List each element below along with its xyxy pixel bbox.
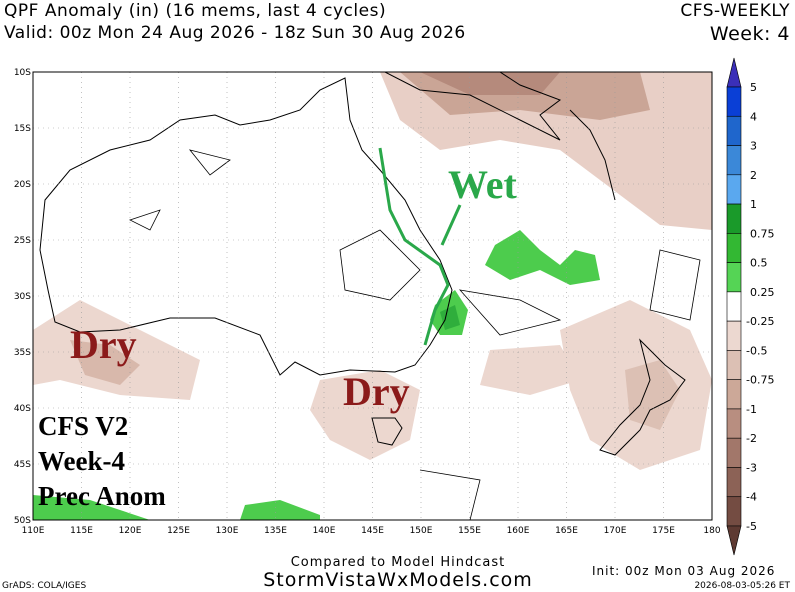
lon-label: 180	[703, 526, 720, 536]
lon-label: 145E	[361, 526, 384, 536]
lon-label: 115E	[70, 526, 93, 536]
colorbar-swatch	[726, 350, 742, 380]
colorbar-swatch	[726, 174, 742, 205]
grid	[33, 72, 712, 520]
contour	[128, 149, 701, 520]
wet-shade	[240, 500, 320, 520]
colorbar-label: 0.25	[750, 286, 775, 299]
colorbar-swatch	[726, 115, 742, 146]
dry-shade	[70, 340, 140, 385]
colorbar-label: -5	[746, 520, 757, 533]
colorbar-swatch	[726, 496, 742, 527]
colorbar-label: 0.75	[750, 227, 775, 240]
footer-note: Compared to Model Hindcast	[291, 555, 506, 570]
lat-label: 35S	[14, 348, 31, 358]
colorbar-cap	[726, 57, 742, 88]
colorbar-label: 2	[750, 169, 757, 182]
colorbar-swatch	[726, 203, 742, 234]
dry-shade-stronger	[420, 72, 560, 95]
coastline-new-guinea	[384, 72, 562, 141]
annotation-line	[378, 147, 450, 346]
valid-period: Valid: 00z Mon 24 Aug 2026 - 18z Sun 30 …	[4, 23, 466, 43]
colorbar-swatch	[726, 291, 742, 322]
footer-init: Init: 00z Mon 03 Aug 2026	[592, 564, 775, 578]
footer-credit: GrADS: COLA/IGES	[2, 581, 86, 591]
colorbar-label: 0.5	[750, 257, 768, 270]
annotation-pointer	[440, 204, 462, 246]
lon-label: 140E	[313, 526, 336, 536]
dry-shade	[480, 345, 580, 395]
wet-shade-strong	[440, 305, 460, 330]
colorbar: 5 4 3 2 1 0.75 0.5 0.25 -0.25 -0.5 -0.75 -1 -2 -3 -4 -5	[726, 57, 775, 556]
colorbar-swatch	[726, 379, 742, 410]
wet-shade	[485, 230, 600, 285]
lon-label: 150E	[410, 526, 433, 536]
coastline-australia	[39, 77, 453, 376]
colorbar-swatch	[726, 86, 742, 117]
lon-label: 175E	[652, 526, 675, 536]
footer-timestamp: 2026-08-03-05:26 ET	[694, 581, 790, 591]
lat-label: 10S	[14, 68, 31, 78]
annotation-dry: Dry	[70, 322, 137, 367]
note-line: CFS V2	[38, 411, 128, 441]
colorbar-label: -4	[746, 491, 757, 504]
coastline-new-zealand	[599, 338, 686, 456]
colorbar-swatch	[726, 437, 742, 468]
lon-label: 130E	[216, 526, 239, 536]
lon-label: 120E	[119, 526, 142, 536]
coastline-islands	[569, 109, 616, 201]
lon-label: 135E	[264, 526, 287, 536]
lat-label: 25S	[14, 236, 31, 246]
lon-label: 155E	[458, 526, 481, 536]
lon-label: 125E	[167, 526, 190, 536]
dry-shade	[310, 370, 420, 460]
annotation-wet: Wet	[448, 162, 518, 207]
lon-label: 170E	[604, 526, 627, 536]
lat-label: 50S	[14, 516, 31, 526]
colorbar-label: -3	[746, 461, 757, 474]
lon-label: 165E	[555, 526, 578, 536]
colorbar-swatch	[726, 145, 742, 176]
note-line: Week-4	[38, 446, 125, 476]
lat-label: 40S	[14, 404, 31, 414]
colorbar-label: 1	[750, 198, 757, 211]
lon-label: 110E	[22, 526, 45, 536]
footer-site: StormVistaWxModels.com	[263, 569, 533, 591]
lat-label: 45S	[14, 460, 31, 470]
dry-shade	[625, 360, 680, 430]
note-line: Prec Anom	[38, 481, 166, 511]
colorbar-cap	[726, 525, 742, 556]
annotation-dry: Dry	[343, 369, 410, 414]
model-name: CFS-WEEKLY	[680, 1, 790, 21]
colorbar-swatch	[726, 233, 742, 263]
map-frame	[32, 71, 713, 521]
colorbar-swatch	[726, 467, 742, 498]
week-label: Week: 4	[710, 23, 790, 45]
colorbar-label: -1	[746, 403, 757, 416]
colorbar-swatch	[726, 408, 742, 439]
colorbar-label: -0.5	[746, 344, 767, 357]
map: Wet Dry Dry CFS V2 Week-4 Prec Anom	[32, 71, 713, 521]
colorbar-label: -0.75	[746, 374, 774, 387]
colorbar-label: 3	[750, 140, 757, 153]
colorbar-label: 4	[750, 110, 757, 123]
colorbar-swatch	[726, 320, 742, 351]
lat-label: 15S	[14, 124, 31, 134]
colorbar-label: 5	[750, 81, 757, 94]
title: QPF Anomaly (in) (16 mems, last 4 cycles…	[4, 1, 386, 21]
lat-label: 30S	[14, 292, 31, 302]
colorbar-swatch	[726, 262, 742, 293]
colorbar-label: -2	[746, 432, 757, 445]
wet-shade	[33, 495, 150, 520]
lon-label: 160E	[507, 526, 530, 536]
colorbar-label: -0.25	[746, 315, 774, 328]
lat-label: 20S	[14, 180, 31, 190]
shading	[33, 72, 712, 520]
coastline-tasmania	[371, 417, 403, 446]
